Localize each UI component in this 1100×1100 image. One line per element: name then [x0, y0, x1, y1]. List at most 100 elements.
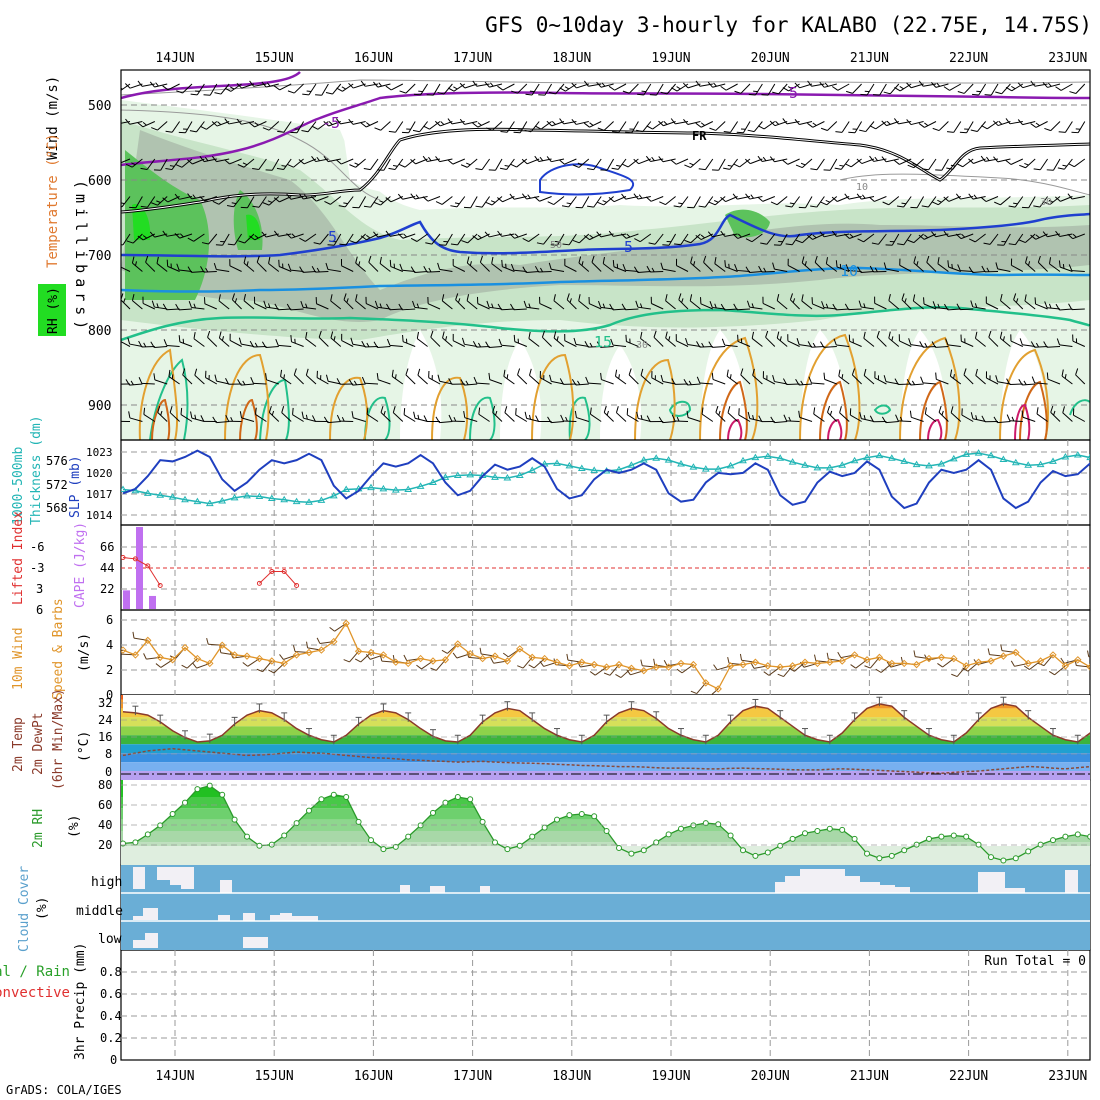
wind-barb — [789, 293, 800, 310]
wind-barb — [924, 407, 937, 422]
wind-speed-marker — [503, 657, 512, 665]
wind-barb — [823, 372, 837, 385]
wind-barb — [871, 233, 887, 245]
contour-15 — [121, 306, 1090, 342]
wind-barb — [709, 121, 726, 131]
rh-axis-label: 2m RH — [31, 809, 46, 848]
wind-speed-marker — [243, 652, 251, 660]
wind-barb — [801, 294, 813, 310]
wind-barb — [553, 294, 565, 310]
thickness-marker — [1086, 453, 1090, 461]
rh-marker — [529, 833, 536, 840]
wind-barb — [298, 193, 317, 200]
upper-label-wind: Wind (m/s) — [45, 76, 61, 160]
wind-barb — [833, 338, 850, 347]
wind-barb — [883, 83, 900, 95]
wind-barb — [1046, 372, 1061, 385]
thickness-marker — [503, 474, 512, 481]
wind-barb — [131, 256, 143, 272]
wind-barb — [795, 379, 813, 386]
wind-barb — [513, 334, 527, 347]
wind-barb — [773, 233, 788, 246]
wind-barb — [140, 158, 156, 170]
rh-marker — [244, 833, 250, 840]
wind-barb — [348, 379, 366, 386]
cloud-gap-high — [1065, 870, 1078, 893]
wind-barb — [145, 255, 156, 272]
wind-speed-marker — [441, 656, 450, 664]
wind-barb — [751, 331, 763, 347]
wind-barb — [200, 415, 217, 422]
wind-barb — [646, 265, 664, 273]
wind-barb — [625, 121, 639, 134]
thickness-marker — [292, 497, 301, 505]
wind-barb — [794, 119, 813, 126]
wind-barb — [301, 411, 317, 422]
wind-barb — [261, 341, 279, 348]
wind-barb — [504, 406, 515, 422]
thickness-marker — [243, 491, 251, 499]
wind-barb — [860, 83, 875, 96]
date-label-bottom: 15JUN — [255, 1069, 294, 1084]
wind-barb — [450, 196, 466, 208]
wind-barb — [897, 233, 912, 246]
footer-credit: GrADS: COLA/IGES — [6, 1083, 122, 1097]
cloud-level-high: high — [91, 875, 122, 890]
wind-speed-marker — [937, 653, 946, 662]
wind-barb — [747, 121, 763, 133]
wind-barb — [683, 379, 701, 386]
wind-barb — [1067, 233, 1085, 240]
wind-barb — [476, 296, 490, 310]
wind-barb — [151, 300, 168, 310]
thickness-marker — [1049, 457, 1057, 464]
wind-barb — [658, 156, 676, 163]
wind-barb — [349, 158, 366, 168]
wind-barb — [305, 368, 317, 385]
contour-label-rh50: 50 — [550, 240, 562, 251]
wind-barb — [696, 341, 713, 348]
wind-barb — [622, 263, 639, 272]
wind-barb — [1017, 119, 1036, 126]
wind-barb — [472, 340, 490, 348]
wind-barb — [955, 233, 974, 240]
wind-barb — [522, 233, 540, 243]
wind-barb — [969, 233, 986, 243]
rh-marker — [1000, 857, 1007, 864]
wind-barb — [844, 233, 862, 239]
wind-speed-marker — [404, 659, 412, 668]
wind-barb — [957, 264, 974, 272]
wind-barb — [227, 196, 242, 208]
wind-barb — [330, 331, 342, 347]
wind-barb — [125, 158, 143, 168]
wind-barb — [839, 406, 850, 422]
wind-barb — [249, 340, 267, 348]
wind-barb — [340, 259, 354, 272]
wind-barb — [943, 230, 961, 237]
rh-marker — [132, 839, 139, 846]
wind-barb — [156, 256, 168, 272]
contour-35-loops — [727, 403, 1031, 440]
wind-barb — [856, 193, 875, 200]
wind-barb — [262, 196, 280, 206]
wind-barb — [857, 266, 875, 274]
wind-barb — [546, 156, 565, 163]
wind-barb — [863, 368, 875, 385]
rh-marker — [1025, 848, 1032, 855]
wind-speed-marker — [689, 660, 698, 669]
rh-marker — [182, 799, 188, 806]
date-labels-bottom: 14JUN 15JUN 16JUN 17JUN 18JUN 19JUN 20JUN 21JUN… — [155, 1069, 1087, 1084]
rh-tick-40: 40 — [98, 818, 112, 832]
wind-barb — [541, 330, 552, 347]
wind-barb — [983, 233, 999, 245]
wind-barb — [561, 196, 577, 208]
wind-barb — [410, 233, 428, 242]
wind-barb — [423, 265, 441, 273]
wind-barb — [402, 334, 416, 347]
rh-marker — [876, 855, 883, 862]
contour-30-loops — [151, 380, 1048, 440]
rh-marker — [1062, 833, 1069, 840]
wind-barb — [782, 83, 800, 92]
wind-barb — [391, 369, 404, 385]
lifted-index-marker — [256, 580, 262, 586]
wind-barb — [957, 83, 974, 94]
